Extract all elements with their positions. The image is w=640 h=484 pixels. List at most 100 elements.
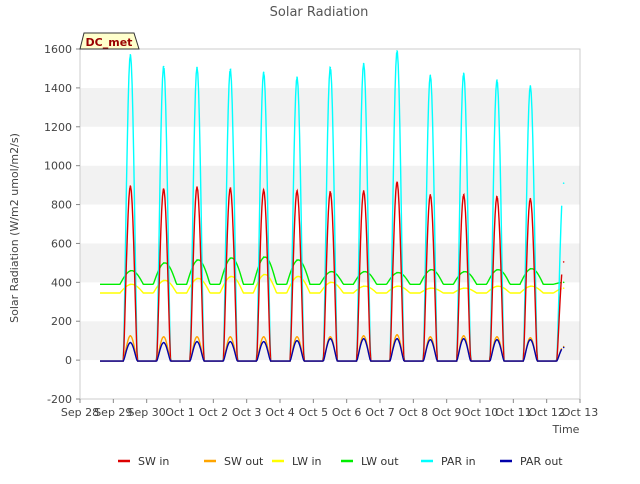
series-peak-point-lw-in <box>562 287 565 289</box>
series-peak-point-lw-in <box>229 275 232 278</box>
site-label: DC_met <box>86 36 133 49</box>
series-peak-point-par-out <box>529 338 532 341</box>
series-peak-point-sw-out <box>362 335 365 337</box>
series-peak-point-sw-out <box>296 335 298 338</box>
series-layer <box>100 50 565 362</box>
series-peak-point-sw-in <box>329 191 332 193</box>
series-peak-point-lw-out <box>562 281 565 284</box>
series-peak-point-sw-out <box>529 336 532 339</box>
series-peak-point-lw-out <box>162 262 165 264</box>
background-band <box>80 204 580 244</box>
series-peak-point-par-in <box>129 54 132 56</box>
series-peak-point-par-out <box>562 346 565 349</box>
y-tick-label: 1200 <box>44 121 72 134</box>
legend-label: LW out <box>361 455 399 468</box>
series-peak-point-par-in <box>429 74 432 77</box>
series-peak-point-par-in <box>162 65 165 68</box>
chart-title: Solar Radiation <box>270 5 369 20</box>
y-axis: -200 0 200 400 600 800 1000 1200 1400 1600 <box>44 43 80 406</box>
y-tick-label: 0 <box>65 354 72 367</box>
series-peak-point-sw-out <box>129 335 132 337</box>
series-peak-point-lw-out <box>462 270 465 273</box>
background-band <box>80 243 580 283</box>
series-peak-point-sw-in <box>529 197 532 200</box>
series-peak-point-par-out <box>329 337 332 340</box>
x-tick-label: Oct 4 <box>265 406 295 419</box>
x-tick-label: Oct 1 <box>165 406 195 419</box>
background-band <box>80 282 580 322</box>
x-tick-label: Oct 3 <box>232 406 262 419</box>
series-peak-point-par-in <box>262 71 265 74</box>
background-band <box>80 87 580 127</box>
legend: SW in SW out LW in LW out PAR in PAR out <box>118 455 563 468</box>
series-peak-point-lw-out <box>262 256 265 258</box>
series-peak-point-par-in <box>229 68 232 71</box>
series-peak-point-par-in <box>296 76 298 78</box>
series-peak-point-sw-out <box>262 335 265 338</box>
series-peak-point-par-in <box>396 50 398 52</box>
series-peak-point-lw-in <box>429 287 432 289</box>
series-peak-point-lw-out <box>362 270 365 273</box>
series-peak-point-lw-out <box>529 267 532 270</box>
y-tick-label: 1600 <box>44 43 72 56</box>
series-peak-point-sw-in <box>462 194 465 196</box>
series-peak-point-sw-out <box>329 335 332 338</box>
series-peak-point-sw-in <box>162 188 165 190</box>
site-label-background <box>79 32 140 50</box>
site-label-box: DC_met <box>79 32 140 50</box>
background-band <box>80 360 580 399</box>
series-peak-point-par-out <box>196 340 198 343</box>
series-peak-point-lw-out <box>296 259 298 261</box>
series-peak-point-par-out <box>162 341 165 344</box>
series-peak-point-par-in <box>196 66 198 69</box>
series-peak-point-lw-in <box>196 277 198 280</box>
series-peak-point-par-in <box>329 66 332 69</box>
series-peak-point-par-out <box>462 337 465 340</box>
series-peak-point-lw-in <box>396 285 398 288</box>
series-peak-point-sw-in <box>196 186 198 188</box>
series-peak-point-lw-in <box>496 285 498 288</box>
series-peak-point-lw-in <box>329 281 332 284</box>
series-peak-point-par-out <box>129 341 132 344</box>
series-peak-point-lw-out <box>429 268 432 271</box>
series-peak-point-sw-in <box>562 261 565 263</box>
series-peak-point-par-in <box>362 62 365 65</box>
x-tick-label: Oct 10 <box>462 406 499 419</box>
series-peak-point-par-out <box>296 339 298 342</box>
x-tick-label: Oct 9 <box>432 406 462 419</box>
y-tick-label: 600 <box>51 237 72 250</box>
background-band <box>80 321 580 361</box>
x-tick-label: Oct 11 <box>495 406 532 419</box>
series-peak-point-lw-in <box>462 287 465 289</box>
series-peak-point-lw-in <box>129 283 132 286</box>
x-tick-label: Oct 13 <box>562 406 599 419</box>
series-peak-point-par-in <box>529 85 532 87</box>
series-peak-point-sw-in <box>262 189 265 191</box>
series-peak-point-lw-in <box>262 273 265 276</box>
legend-label: PAR out <box>520 455 563 468</box>
series-peak-point-lw-out <box>496 268 498 271</box>
series-peak-point-par-in <box>562 182 565 184</box>
x-tick-label: Oct 2 <box>199 406 229 419</box>
series-peak-point-par-out <box>396 337 398 340</box>
y-tick-label: -200 <box>47 393 72 406</box>
x-tick-label: Oct 5 <box>299 406 329 419</box>
series-peak-point-par-in <box>496 79 498 81</box>
series-peak-point-lw-out <box>329 270 332 273</box>
background-band <box>80 165 580 205</box>
series-peak-point-sw-out <box>429 335 432 338</box>
x-tick-label: Sep 29 <box>94 406 132 419</box>
series-peak-point-sw-in <box>129 185 132 187</box>
series-peak-point-sw-out <box>496 335 498 338</box>
series-peak-point-par-out <box>262 340 265 343</box>
series-peak-point-par-out <box>229 340 232 343</box>
series-peak-point-sw-in <box>229 187 232 189</box>
y-tick-label: 1000 <box>44 160 72 173</box>
series-peak-point-sw-out <box>396 334 398 336</box>
series-peak-point-par-out <box>362 337 365 340</box>
legend-label: LW in <box>292 455 322 468</box>
y-axis-label: Solar Radiation (W/m2 umol/m2/s) <box>8 133 21 323</box>
background-band <box>80 126 580 166</box>
y-tick-label: 400 <box>51 276 72 289</box>
